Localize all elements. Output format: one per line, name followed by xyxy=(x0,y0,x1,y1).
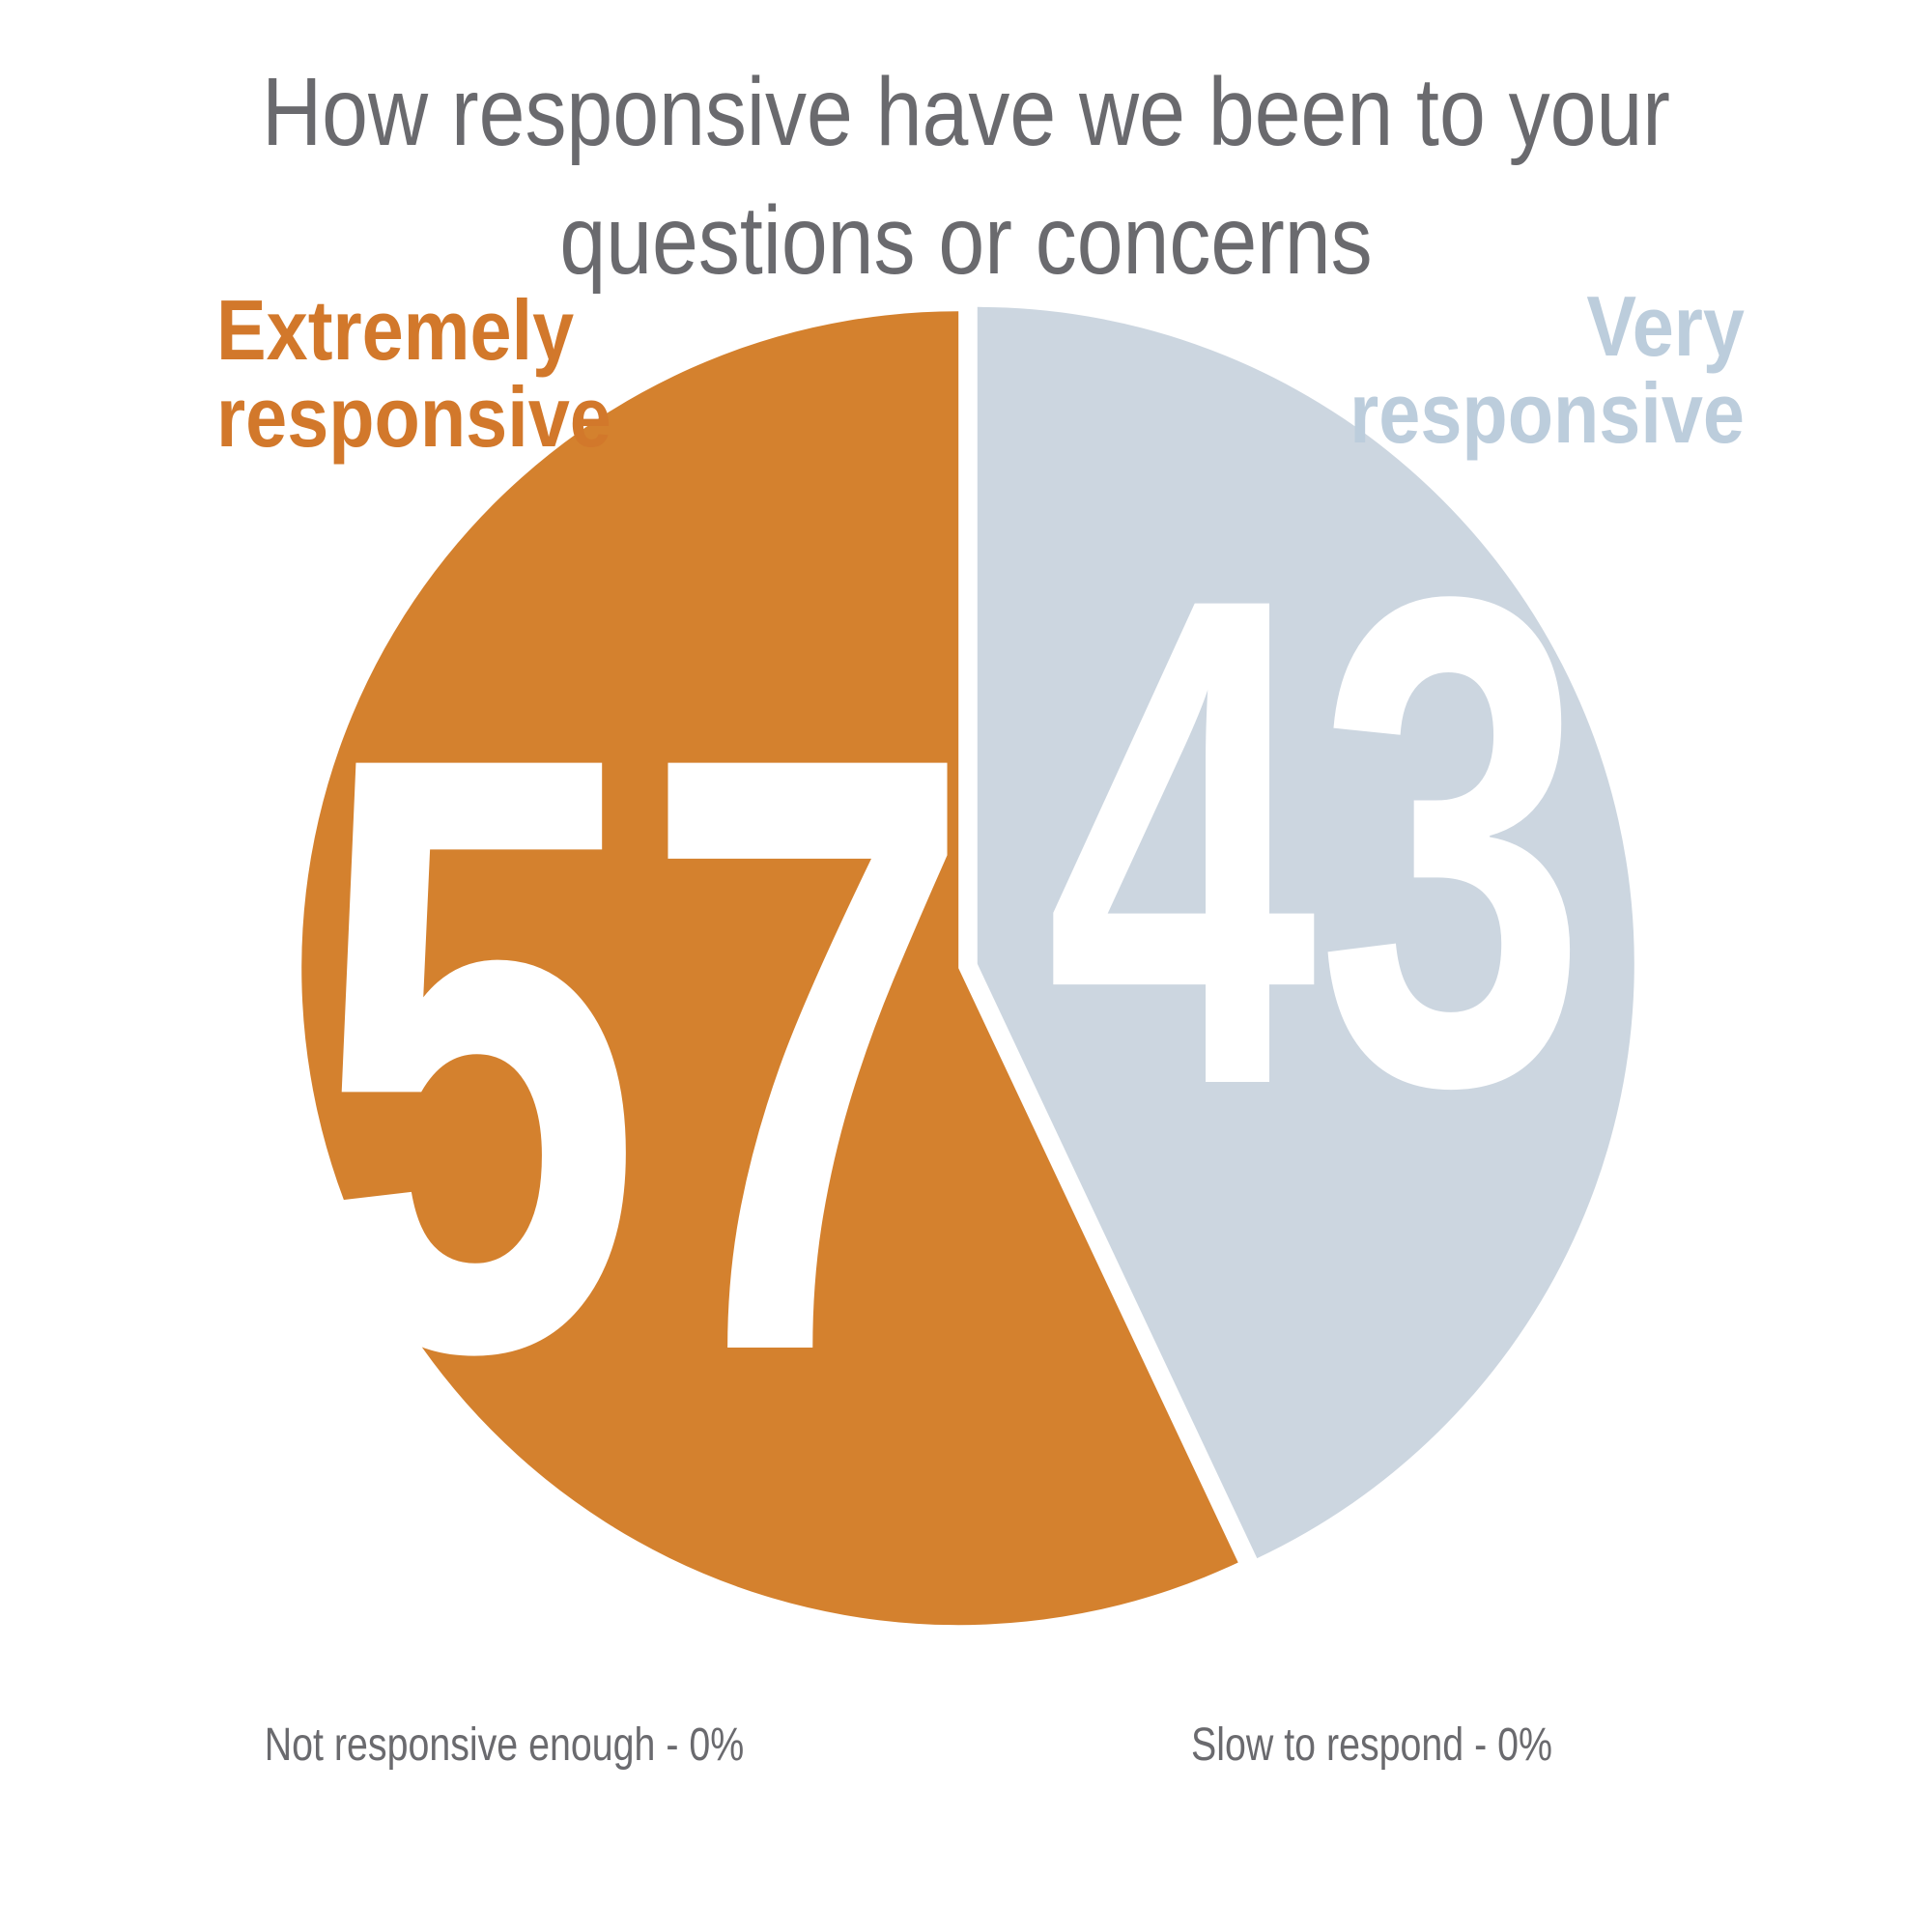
label-very-responsive-line-1: Very xyxy=(1586,278,1745,374)
label-extremely-responsive-line-2: responsive xyxy=(216,369,611,465)
label-not-responsive-enough-zero: Not responsive enough - 0% xyxy=(265,1719,744,1771)
value-very-responsive: 43 xyxy=(1046,452,1588,1230)
label-slow-to-respond-zero: Slow to respond - 0% xyxy=(1191,1719,1552,1771)
label-extremely-responsive-line-1: Extremely xyxy=(216,282,574,378)
chart-title-line-2: questions or concerns xyxy=(559,186,1372,295)
pie-slice-extremely-responsive xyxy=(301,311,1238,1626)
value-extremely-responsive: 57 xyxy=(311,578,973,1528)
chart-title-line-1: How responsive have we been to your xyxy=(262,58,1670,166)
pie-slice-very-responsive xyxy=(977,306,1634,1559)
label-very-responsive-line-2: responsive xyxy=(1350,365,1745,461)
